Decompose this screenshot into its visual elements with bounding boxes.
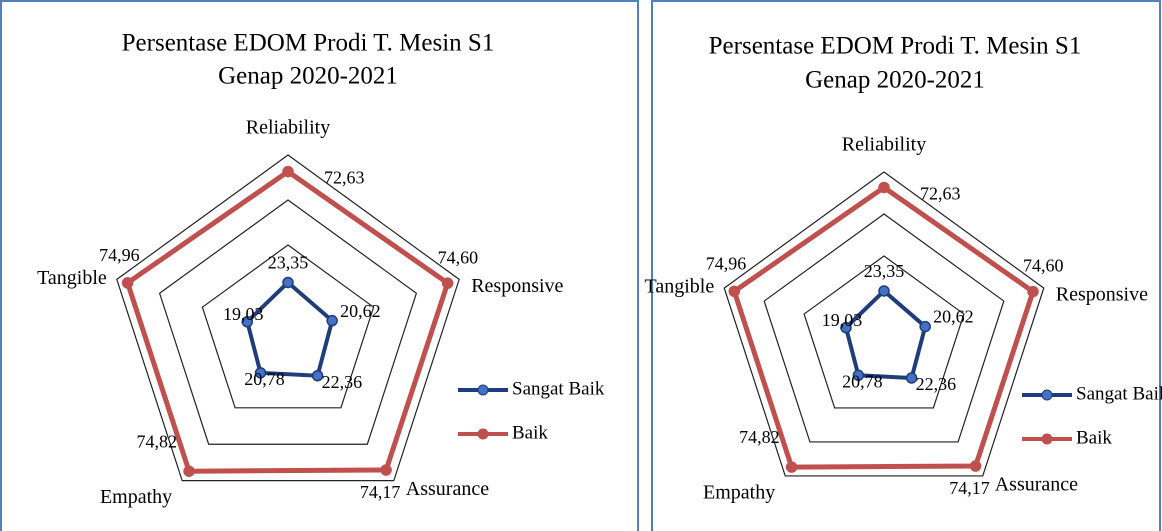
legend-marker: [477, 428, 489, 440]
data-point: [183, 465, 195, 477]
data-label: 20,78: [244, 369, 285, 389]
legend-label: Sangat Baik: [512, 378, 605, 399]
data-point: [326, 314, 338, 327]
data-label: 72,63: [920, 184, 961, 204]
data-point: [852, 369, 865, 382]
legend-marker: [477, 384, 489, 396]
data-point: [121, 277, 134, 289]
data-point: [311, 369, 324, 382]
data-point: [254, 367, 267, 379]
data-label: 74,82: [739, 427, 780, 447]
data-point: [840, 321, 852, 334]
data-point: [380, 464, 392, 476]
chart-title: Persentase EDOM Prodi T. Mesin S1: [709, 33, 1082, 60]
panel-border: [0, 0, 639, 531]
series-line: [124, 168, 451, 474]
data-label: 22,36: [916, 374, 957, 394]
category-label: Reliability: [842, 134, 926, 156]
category-label: Tangible: [37, 267, 107, 289]
category-label: Reliability: [246, 117, 330, 139]
category-label: Empathy: [703, 482, 775, 504]
category-label: Assurance: [406, 478, 489, 500]
panel-border: [651, 0, 1161, 531]
data-point: [905, 372, 918, 384]
legend-marker: [1041, 389, 1053, 401]
data-label: 72,63: [324, 168, 365, 188]
data-label: 74,96: [706, 253, 747, 273]
legend-label: Baik: [1076, 427, 1112, 448]
data-point: [1027, 285, 1039, 298]
data-label: 74,60: [438, 247, 479, 267]
data-point: [728, 285, 741, 298]
data-point: [282, 276, 294, 289]
data-label: 19,03: [822, 310, 863, 330]
series-line: [245, 279, 335, 378]
grid-ring: [763, 213, 1005, 443]
series-line: [843, 288, 928, 381]
data-point: [878, 181, 890, 194]
chart-subtitle: Genap 2020-2021: [805, 67, 985, 94]
data-label: 23,35: [864, 261, 905, 281]
data-point: [878, 285, 890, 297]
data-label: 20,62: [933, 307, 974, 327]
category-label: Tangible: [645, 276, 715, 298]
category-label: Responsive: [1056, 284, 1148, 306]
data-point: [969, 460, 982, 472]
grid-ring: [201, 244, 375, 409]
category-label: Assurance: [995, 474, 1078, 496]
series-line: [731, 184, 1036, 470]
data-label: 20,78: [842, 371, 883, 391]
data-point: [282, 165, 294, 178]
data-label: 20,62: [340, 301, 381, 321]
data-label: 74,96: [99, 245, 140, 265]
data-label: 22,36: [322, 372, 363, 392]
data-point: [919, 320, 931, 333]
data-point: [785, 461, 798, 473]
legend-label: Sangat Baik: [1076, 383, 1162, 404]
legend-marker: [1041, 433, 1053, 445]
grid-ring: [116, 154, 460, 482]
data-label: 74,60: [1023, 256, 1063, 276]
chart-subtitle: Genap 2020-2021: [218, 63, 398, 90]
data-label: 23,35: [268, 253, 309, 273]
data-label: 19,03: [223, 304, 264, 324]
legend-label: Baik: [512, 422, 548, 443]
category-label: Empathy: [100, 486, 172, 508]
data-point: [441, 277, 454, 289]
data-label: 74,17: [360, 482, 401, 502]
grid-ring: [723, 171, 1045, 477]
grid-ring: [803, 255, 965, 409]
chart-title: Persentase EDOM Prodi T. Mesin S1: [122, 30, 495, 57]
data-label: 74,82: [137, 431, 178, 451]
data-label: 74,17: [949, 478, 990, 498]
data-point: [241, 316, 254, 328]
category-label: Responsive: [471, 275, 563, 297]
grid-ring: [158, 199, 418, 445]
